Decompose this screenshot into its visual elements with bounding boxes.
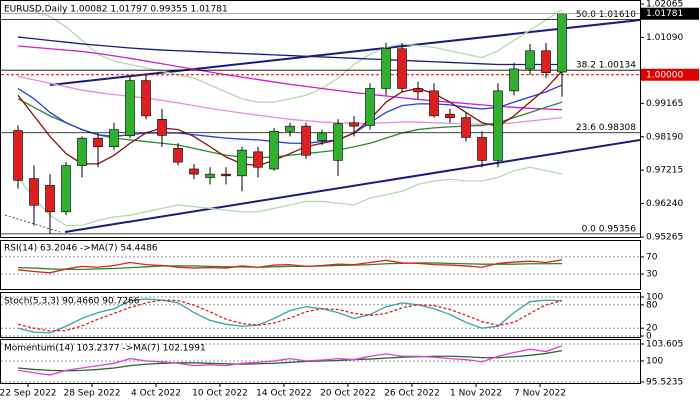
y-tick-label: 0.95265 (646, 233, 683, 243)
candle-body (557, 13, 567, 73)
y-tick-label: 100 (646, 293, 663, 303)
candle-body (525, 50, 535, 70)
alert-label: 1.00000 (646, 70, 683, 80)
candle-body (253, 151, 263, 168)
candle-body (413, 88, 423, 93)
x-tick-label: 20 Oct 2022 (320, 389, 376, 399)
candle-body (45, 185, 55, 213)
last-price-bg (641, 7, 699, 20)
y-tick-label: 100 (646, 356, 663, 366)
rsi-panel (0, 240, 641, 290)
momentum-panel (0, 339, 641, 384)
candle-body (381, 48, 391, 89)
y-tick-label: 95.5235 (646, 378, 683, 388)
indicator-line (17, 259, 563, 274)
candle-body (221, 173, 231, 177)
indicator-line (17, 98, 563, 159)
candle-body (541, 50, 551, 74)
indicator-line (17, 75, 563, 126)
candle-body (477, 137, 487, 161)
panel-title: RSI(14) 63.2046 ->MA(7) 54.4486 (4, 244, 158, 254)
panel-title: Stoch(5,3,3) 90.4660 90.7266 (4, 297, 140, 307)
candle-body (493, 90, 503, 161)
y-tick-label: 1.02065 (646, 0, 683, 10)
y-tick-label: 0.98190 (646, 132, 683, 142)
x-tick-label: 1 Nov 2022 (450, 389, 502, 399)
indicator-line (17, 36, 562, 66)
candle-body (141, 80, 151, 117)
candle-body (125, 80, 135, 137)
candle-body (157, 119, 167, 136)
candle-body (109, 129, 119, 148)
candle-body (317, 132, 327, 141)
fib-label: 23.6 0.98308 (576, 123, 636, 133)
candle-body (285, 125, 295, 132)
x-tick-label: 22 Sep 2022 (0, 389, 57, 399)
candle-body (93, 137, 103, 148)
y-tick-label: 80 (646, 300, 658, 310)
y-tick-label: 0.99165 (646, 99, 683, 109)
panel-title: EURUSD,Daily 1.00082 1.01797 0.99355 1.0… (4, 5, 228, 15)
stoch-panel (0, 292, 641, 338)
y-tick-label: 103.605 (646, 340, 683, 350)
x-tick-label: 14 Oct 2022 (256, 389, 312, 399)
fib-base-line (4, 214, 61, 233)
x-tick-label: 26 Oct 2022 (384, 389, 440, 399)
x-tick-label: 7 Nov 2022 (514, 389, 566, 399)
y-tick-label: 0.96240 (646, 199, 683, 209)
candle-body (61, 165, 71, 213)
trend-line (64, 139, 641, 233)
fib-label: 38.2 1.00134 (576, 61, 636, 71)
candle-body (397, 48, 407, 89)
candle-body (365, 88, 375, 126)
x-tick-label: 28 Sep 2022 (63, 389, 120, 399)
y-tick-label: 0.97215 (646, 166, 683, 176)
candle-body (13, 130, 23, 181)
indicator-line (17, 349, 563, 372)
y-tick-label: 0 (646, 332, 652, 342)
x-tick-label: 10 Oct 2022 (192, 389, 248, 399)
indicator-line (17, 166, 563, 227)
indicator-line (17, 84, 563, 144)
last-price-label: 1.01781 (646, 9, 683, 19)
candle-body (301, 125, 311, 156)
main-panel (0, 0, 641, 238)
candle-body (429, 90, 439, 117)
candle-body (333, 123, 343, 161)
indicator-line (17, 70, 563, 167)
alert-label-bg (641, 68, 699, 81)
y-tick-label: 70 (646, 252, 658, 262)
y-tick-label: 20 (646, 324, 658, 334)
indicator-line (17, 298, 563, 334)
y-tick-label: 1.01090 (646, 33, 683, 43)
candle-body (29, 178, 39, 206)
fib-label: 50.0 1.01610 (576, 10, 636, 20)
candle-body (509, 68, 519, 92)
candle-body (189, 168, 199, 175)
x-tick-label: 4 Oct 2022 (131, 389, 181, 399)
candle-body (461, 117, 471, 138)
indicator-line (17, 345, 563, 376)
indicator-line (17, 262, 563, 271)
indicator-line (17, 299, 563, 332)
indicator-line (17, 9, 563, 103)
fib-label: 0.0 0.95356 (582, 224, 637, 234)
panel-title: Momentum(14) 103.2377 ->MA(7) 102.1991 (4, 344, 206, 354)
candle-body (445, 113, 455, 118)
candle-body (349, 122, 359, 127)
candle-body (269, 130, 279, 170)
indicator-line (17, 45, 563, 111)
candle-body (237, 149, 247, 177)
candle-body (205, 173, 215, 178)
candle-body (77, 137, 87, 166)
candle-body (173, 148, 183, 163)
trend-line (49, 19, 641, 86)
y-tick-label: 30 (646, 270, 658, 280)
